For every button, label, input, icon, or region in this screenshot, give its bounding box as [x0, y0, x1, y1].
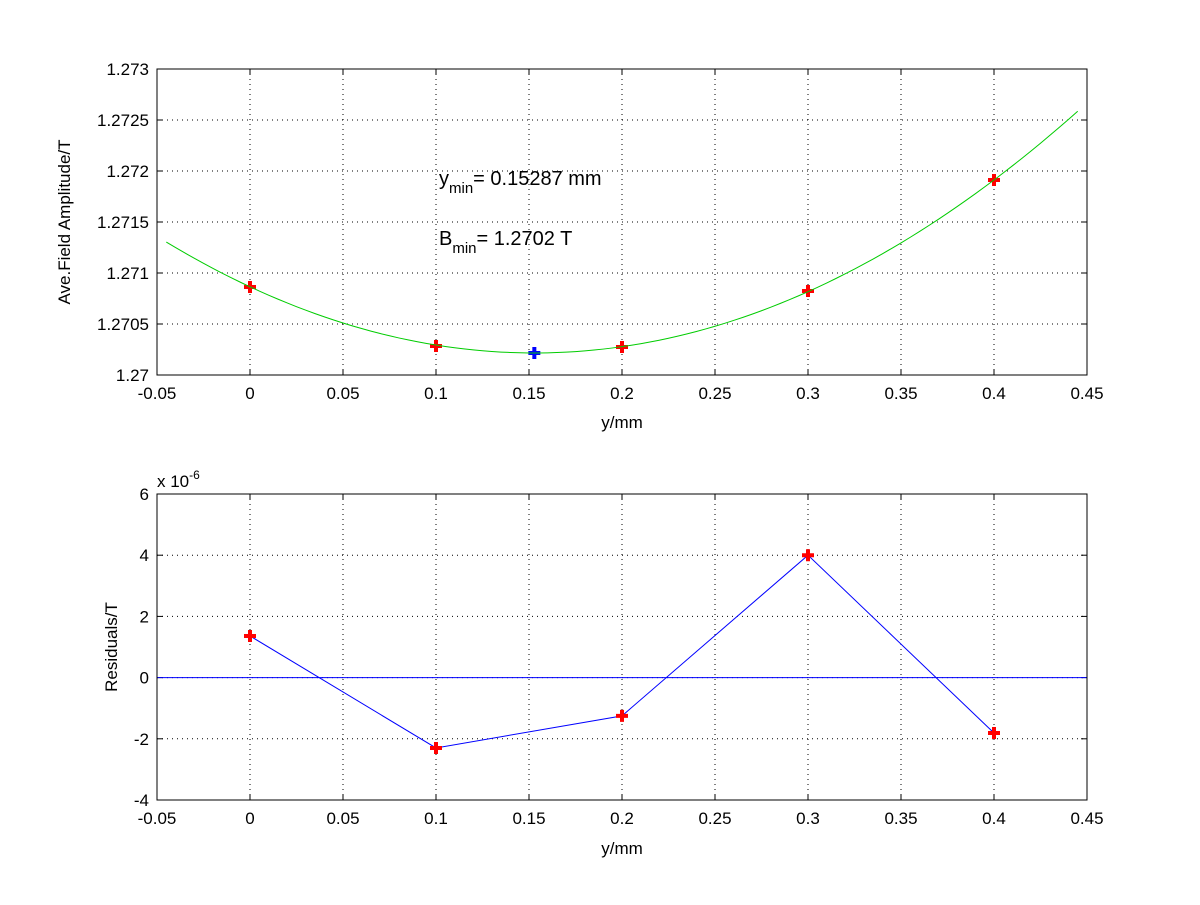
top-fit-curve — [166, 110, 1079, 354]
top-ylabel: Ave.Field Amplitude/T — [55, 139, 74, 304]
top-y-tick-label: 1.271 — [106, 264, 149, 283]
bottom-x-tick-label: 0.3 — [796, 809, 820, 828]
top-y-tick-label: 1.272 — [106, 162, 149, 181]
bottom-residuals-marker — [430, 741, 442, 754]
bottom-residuals-marker — [988, 726, 1000, 739]
bottom-axes-frame — [156, 493, 1088, 801]
bottom-x-tick-label: 0.45 — [1070, 809, 1103, 828]
top-x-tick-label: 0.2 — [610, 384, 634, 403]
top-y-tick-label: 1.273 — [106, 60, 149, 79]
top-y-tick-label: 1.2715 — [97, 213, 149, 232]
top-x-tick-label: 0 — [245, 384, 254, 403]
bottom-residuals-marker — [616, 709, 628, 722]
bottom-y-tick-label: -4 — [134, 791, 149, 810]
top-measured-marker — [802, 284, 814, 297]
top-x-tick-label: 0.05 — [326, 384, 359, 403]
top-x-tick-label: -0.05 — [138, 384, 177, 403]
top-x-tick-label: 0.15 — [512, 384, 545, 403]
top-xlabel: y/mm — [601, 413, 643, 432]
bottom-x-tick-label: 0.2 — [610, 809, 634, 828]
bottom-x-tick-label: 0.25 — [698, 809, 731, 828]
bottom-y-tick-label: 6 — [140, 485, 149, 504]
bottom-x-tick-label: 0.35 — [884, 809, 917, 828]
bottom-ylabel: Residuals/T — [102, 602, 121, 692]
bottom-x-tick-label: 0 — [245, 809, 254, 828]
top-y-tick-label: 1.27 — [116, 366, 149, 385]
bottom-x-tick-label: 0.15 — [512, 809, 545, 828]
annotation-bmin: Bmin= 1.2702 T — [439, 228, 572, 257]
bottom-x-tick-label: 0.1 — [424, 809, 448, 828]
top-x-tick-label: 0.4 — [982, 384, 1006, 403]
bottom-residuals-marker — [802, 549, 814, 562]
bottom-residuals-marker — [244, 629, 256, 642]
top-y-tick-label: 1.2705 — [97, 315, 149, 334]
bottom-multiplier: x 10-6 — [157, 468, 200, 491]
bottom-y-tick-label: -2 — [134, 730, 149, 749]
top-axes-frame — [156, 68, 1088, 376]
bottom-y-tick-label: 4 — [140, 546, 149, 565]
top-x-tick-label: 0.25 — [698, 384, 731, 403]
top-x-tick-label: 0.35 — [884, 384, 917, 403]
top-x-tick-label: 0.45 — [1070, 384, 1103, 403]
bottom-y-tick-label: 2 — [140, 607, 149, 626]
top-y-tick-label: 1.2725 — [97, 111, 149, 130]
bottom-x-tick-label: 0.05 — [326, 809, 359, 828]
bottom-y-tick-label: 0 — [140, 669, 149, 688]
bottom-x-tick-label: -0.05 — [138, 809, 177, 828]
bottom-x-tick-label: 0.4 — [982, 809, 1006, 828]
top-x-tick-label: 0.3 — [796, 384, 820, 403]
top-x-tick-label: 0.1 — [424, 384, 448, 403]
annotation-ymin: ymin= 0.15287 mm — [439, 168, 602, 197]
bottom-xlabel: y/mm — [601, 839, 643, 858]
